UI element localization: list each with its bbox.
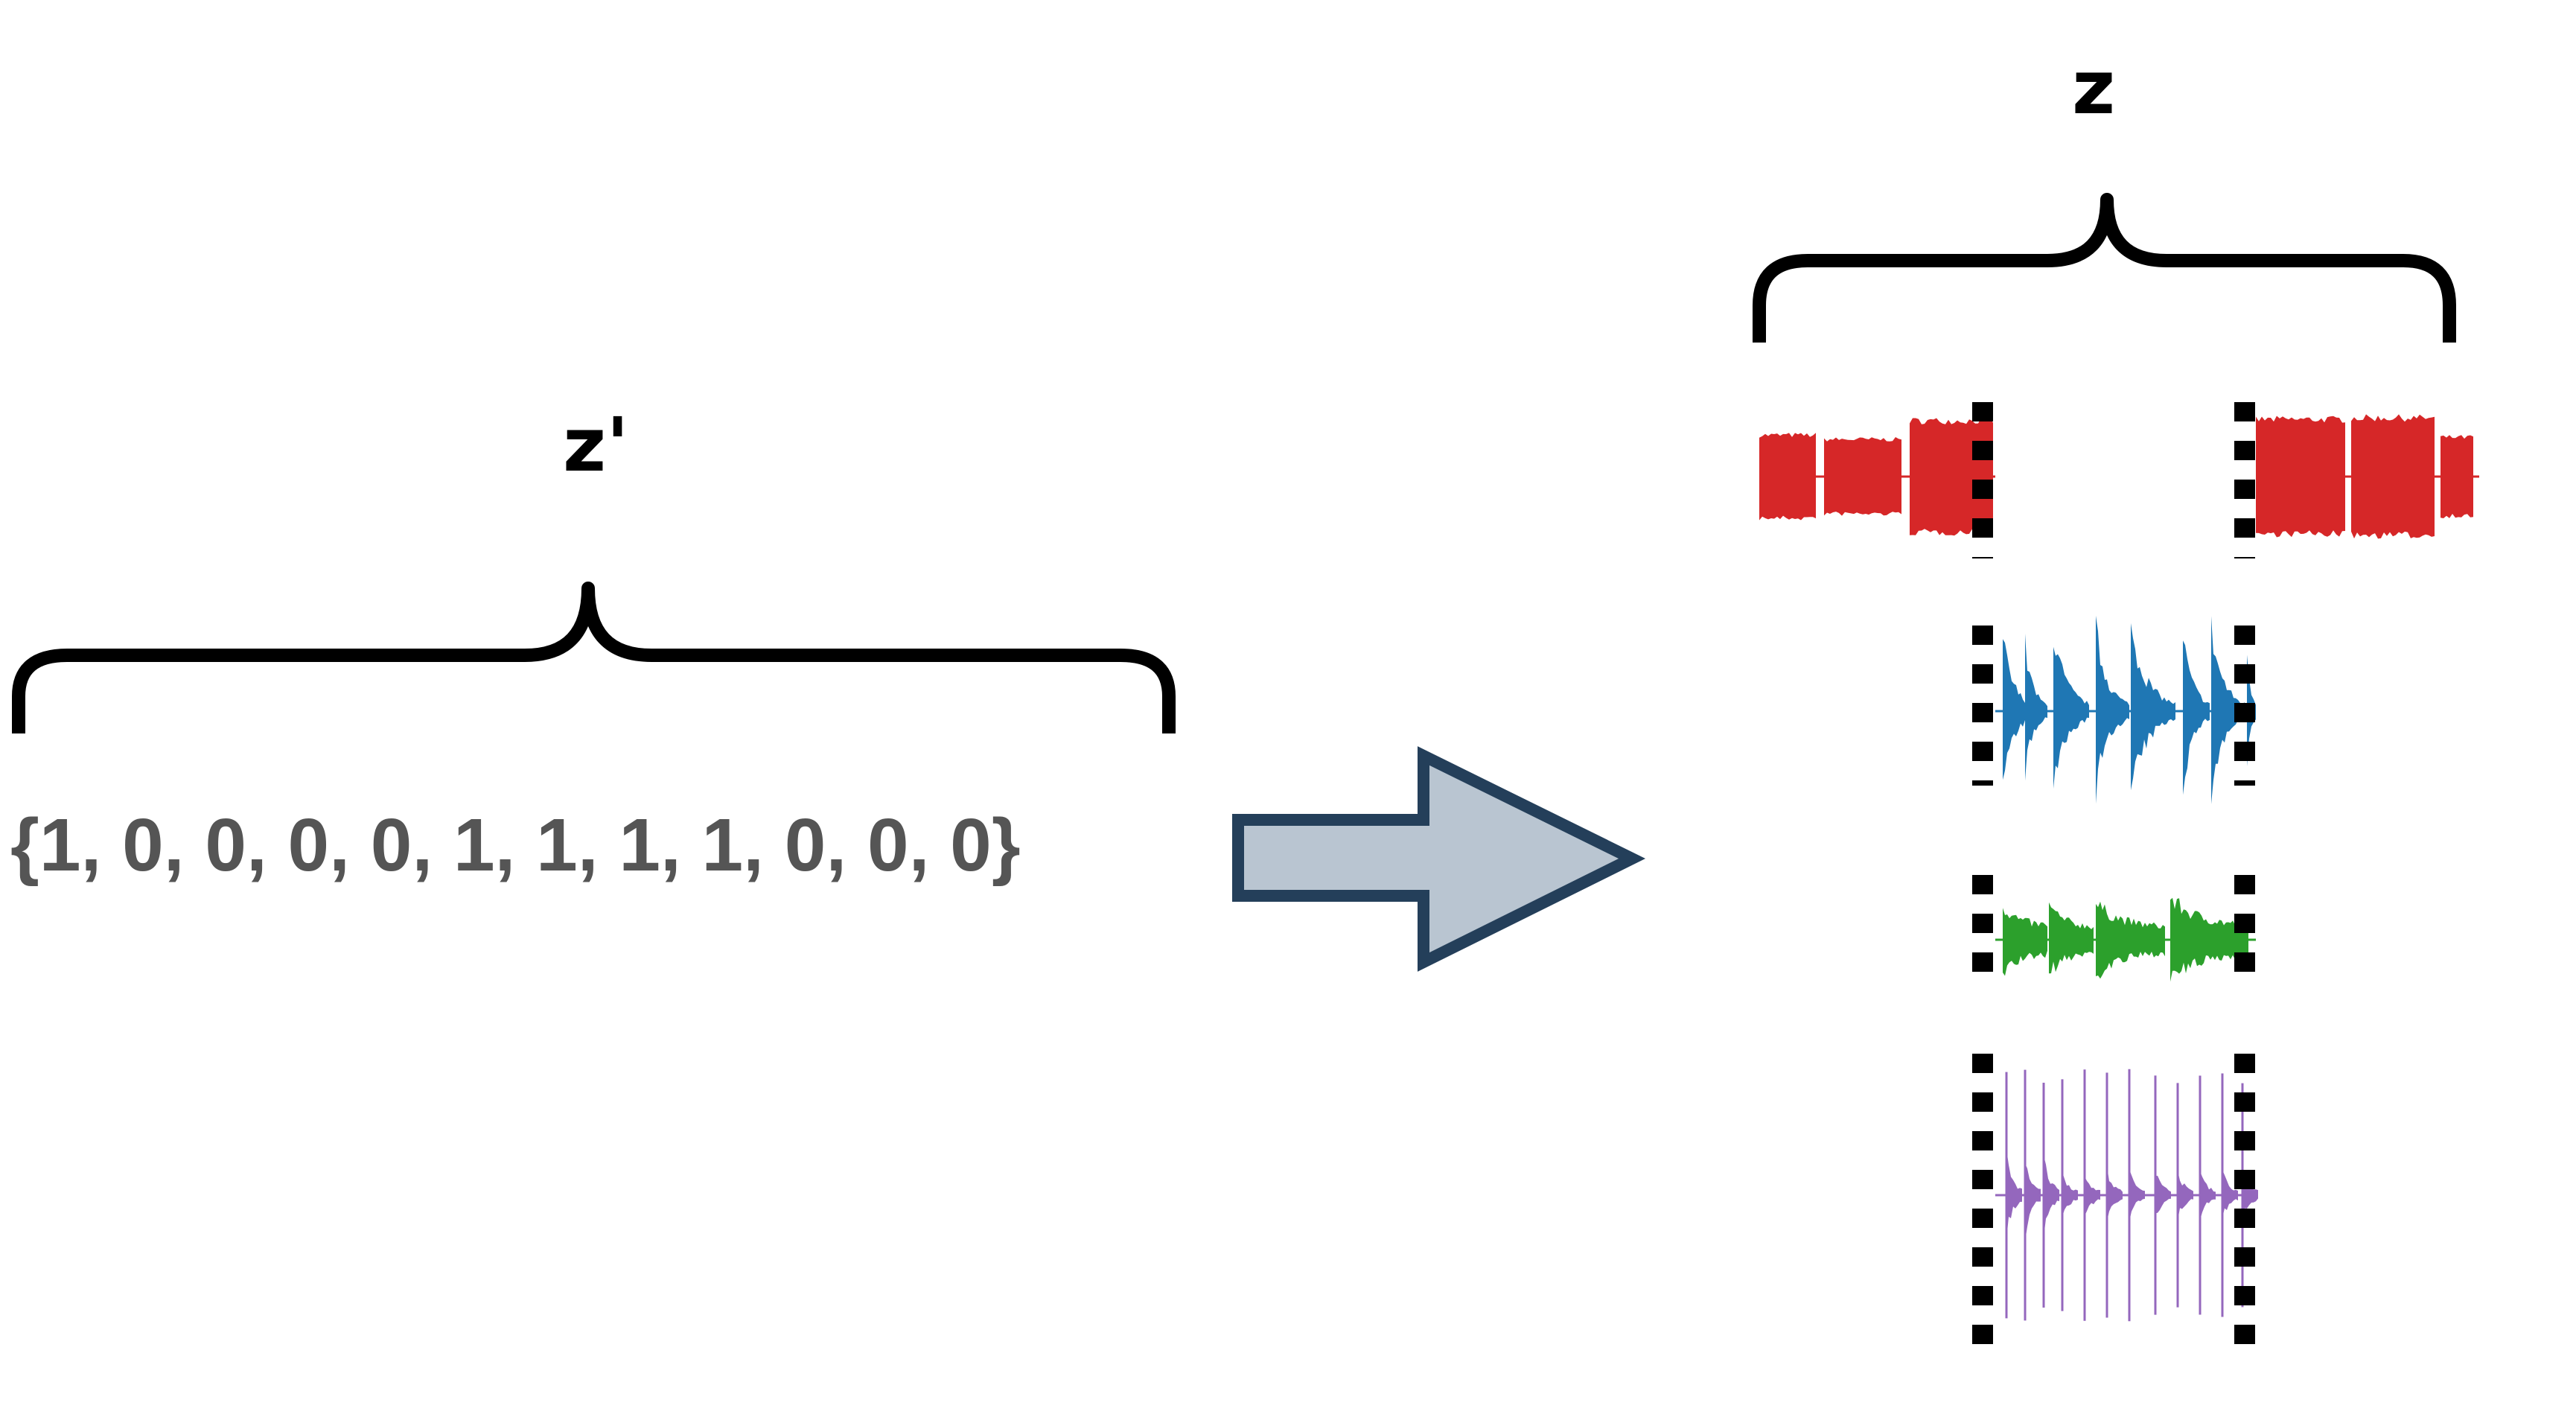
- vector-element: 0,: [784, 803, 847, 887]
- waveform-note: [2003, 639, 2032, 780]
- waveform-note: [2211, 616, 2245, 804]
- left-brace: [12, 582, 1176, 733]
- waveform-note: [2003, 908, 2047, 976]
- waveform-hit-tail: [2107, 1166, 2123, 1222]
- vector-element: 1,: [619, 803, 681, 887]
- z-prime-label: z': [563, 401, 629, 488]
- waveform-note: [2096, 615, 2129, 804]
- waveform-note: [2096, 901, 2165, 979]
- right-arrow-icon: [1232, 746, 1646, 972]
- waveform-note: [2183, 640, 2210, 795]
- waveform-segment: [2351, 414, 2435, 539]
- waveform-hit-tail: [2178, 1170, 2193, 1221]
- vector-element: 0,: [287, 803, 350, 887]
- binary-vector: {1, 0, 0, 0, 0, 1, 1, 1, 1, 0, 0, 0}: [10, 808, 1021, 882]
- segment-dividers: [1972, 402, 2255, 1348]
- waveform-segment: [1910, 417, 1993, 536]
- waveform-hit-tail: [2062, 1172, 2078, 1217]
- waveform-note: [2053, 646, 2089, 789]
- track-3-waveform: [1995, 897, 2256, 982]
- right-brace: [1753, 193, 2456, 343]
- vector-element: 1,: [453, 803, 516, 887]
- waveform-segment: [1759, 433, 1816, 521]
- waveform-segment: [1824, 437, 1901, 516]
- waveform-hit-tail: [2200, 1171, 2216, 1220]
- vector-element: 0,: [122, 803, 185, 887]
- track-4-waveform: [1995, 1069, 2258, 1322]
- vector-element: 1,: [701, 803, 764, 887]
- vector-element: 1,: [536, 803, 599, 887]
- waveform-hit-tail: [2044, 1155, 2059, 1238]
- vector-element: 0}: [950, 803, 1021, 887]
- vector-element: 0,: [370, 803, 433, 887]
- waveform-note: [2131, 623, 2175, 791]
- waveform-segment: [2440, 435, 2473, 518]
- waveform-segment: [2256, 416, 2345, 538]
- waveform-hit-tail: [2006, 1149, 2022, 1241]
- vector-element: {1,: [10, 803, 102, 887]
- vector-element: 0,: [867, 803, 930, 887]
- waveform-note: [2025, 634, 2047, 781]
- waveform-note: [2170, 897, 2248, 982]
- track-2-waveform: [1995, 615, 2256, 804]
- waveform-hit-tail: [2085, 1177, 2100, 1216]
- waveform-hit-tail: [2025, 1163, 2041, 1241]
- waveform-hit-tail: [2222, 1170, 2238, 1218]
- waveform-hit-tail: [2129, 1169, 2145, 1222]
- z-label: z: [2072, 44, 2116, 131]
- waveform-hit-tail: [2242, 1166, 2258, 1216]
- track-1-waveform: [1759, 414, 2479, 539]
- waveform-hit-tail: [2155, 1175, 2171, 1214]
- waveform-note: [2049, 902, 2094, 974]
- waveform-tracks: [1759, 414, 2479, 1322]
- vector-element: 0,: [205, 803, 267, 887]
